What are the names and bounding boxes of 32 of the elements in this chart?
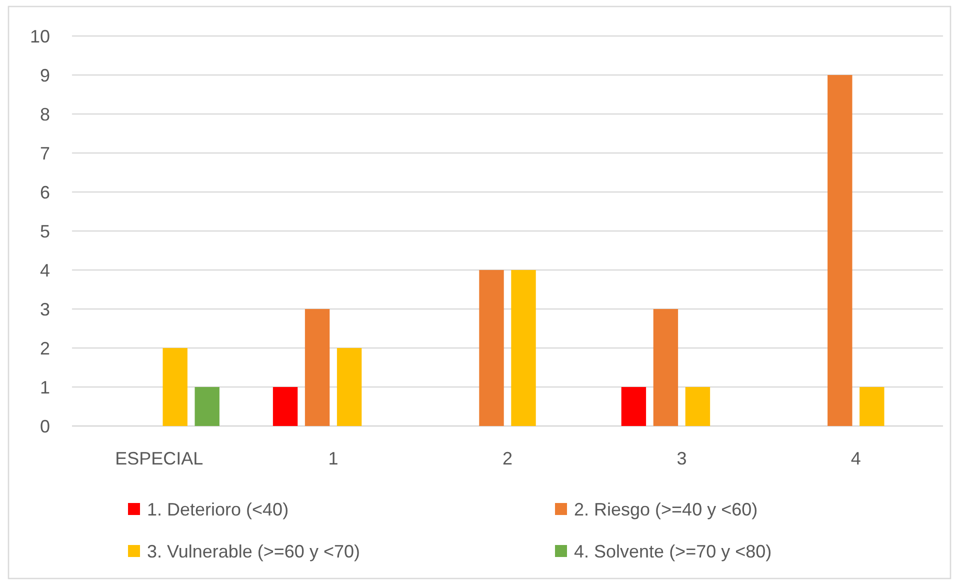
bar — [653, 309, 678, 426]
y-tick-label: 3 — [40, 299, 50, 320]
bar — [511, 270, 536, 426]
x-tick-label: ESPECIAL — [115, 448, 204, 468]
bar — [621, 387, 646, 426]
y-tick-label: 0 — [40, 416, 50, 436]
x-tick-label: 3 — [676, 448, 687, 468]
bar — [336, 348, 362, 426]
bar — [162, 348, 188, 426]
y-tick-label: 5 — [40, 221, 50, 242]
y-tick-label: 9 — [40, 65, 50, 86]
bar — [685, 387, 710, 426]
legend-label: 2. Riesgo (>=40 y <60) — [574, 499, 758, 520]
bar — [272, 387, 298, 426]
y-tick-label: 4 — [40, 260, 50, 280]
y-tick-label: 2 — [40, 338, 50, 358]
bar — [194, 387, 220, 426]
y-tick-label: 10 — [30, 26, 50, 46]
legend-label: 1. Deterioro (<40) — [147, 499, 289, 520]
y-tick-label: 1 — [40, 377, 50, 398]
bar — [828, 75, 852, 426]
y-tick-label: 7 — [40, 143, 50, 164]
y-tick-label: 6 — [40, 182, 50, 202]
x-tick-label: 1 — [328, 448, 338, 468]
bar — [304, 309, 330, 426]
legend-label: 3. Vulnerable (>=60 y <70) — [147, 541, 360, 562]
bar — [860, 387, 884, 426]
legend-label: 4. Solvente (>=70 y <80) — [574, 541, 772, 562]
y-tick-label: 8 — [40, 104, 50, 124]
x-tick-label: 4 — [850, 448, 861, 468]
bar — [479, 270, 504, 426]
x-tick-label: 2 — [502, 448, 513, 468]
